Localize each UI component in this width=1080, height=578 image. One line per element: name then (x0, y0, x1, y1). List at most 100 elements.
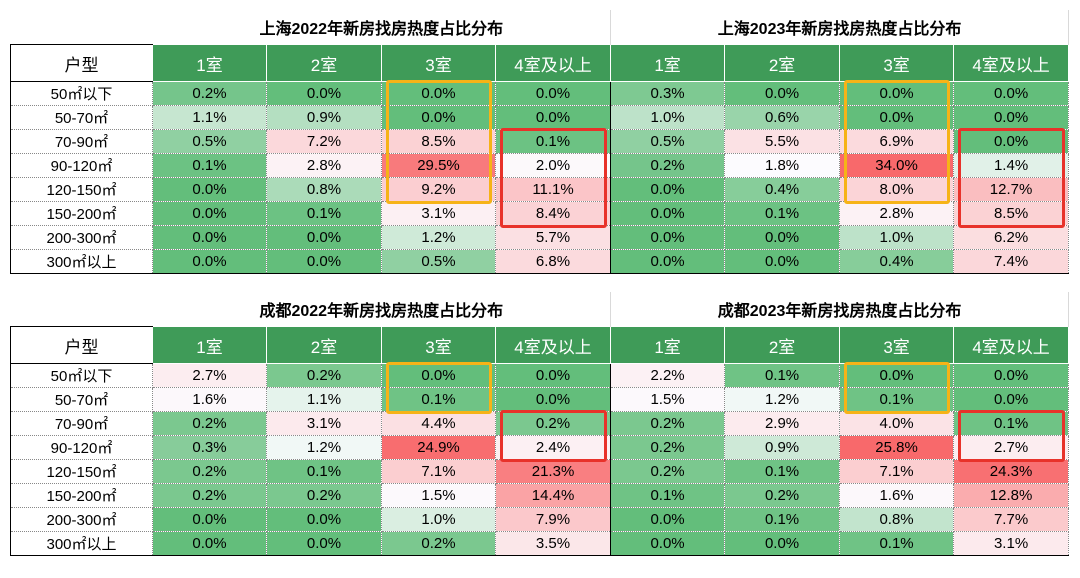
heat-cell: 1.4% (953, 153, 1070, 178)
table-body: 50㎡以下 2.7% 0.2% 0.0% 0.0% 2.2% 0.1% 0.0% 0.0% 50-… (10, 363, 1070, 556)
table-row: 300㎡以上 0.0% 0.0% 0.5% 6.8% 0.0% 0.0% 0.4% 7.4% (10, 249, 1070, 274)
column-header-unit-type: 户型 (10, 44, 153, 82)
row-label: 150-200㎡ (10, 201, 153, 226)
table-row: 50㎡以下 0.2% 0.0% 0.0% 0.0% 0.3% 0.0% 0.0% 0.0% (10, 81, 1070, 106)
table-row: 150-200㎡ 0.2% 0.2% 1.5% 14.4% 0.1% 0.2% 1.6% 12.… (10, 483, 1070, 508)
table-title-right: 上海2023年新房找房热度占比分布 (610, 10, 1070, 45)
heat-cell: 3.1% (266, 411, 382, 436)
heat-cell: 1.8% (724, 153, 841, 178)
heat-cell: 7.1% (381, 459, 496, 484)
heat-cell: 0.0% (494, 105, 612, 130)
column-header: 1室 (152, 326, 267, 364)
column-header: 2室 (266, 326, 382, 364)
title-spacer (10, 292, 153, 327)
row-label: 200-300㎡ (10, 225, 153, 250)
heat-cell: 3.5% (494, 531, 612, 556)
heat-cell: 0.1% (266, 459, 382, 484)
heat-cell: 0.0% (266, 225, 382, 250)
heat-cell: 14.4% (494, 483, 612, 508)
heat-cell: 0.2% (494, 411, 612, 436)
row-label: 50-70㎡ (10, 387, 153, 412)
shanghai-heat-table: 上海2022年新房找房热度占比分布 上海2023年新房找房热度占比分布 户型 1… (10, 10, 1070, 274)
heat-cell: 0.0% (610, 249, 726, 274)
table-title-row: 成都2022年新房找房热度占比分布 成都2023年新房找房热度占比分布 (10, 292, 1070, 327)
heat-cell: 2.0% (494, 153, 612, 178)
heat-cell: 1.2% (724, 387, 841, 412)
heat-cell: 1.2% (266, 435, 382, 460)
heat-cell: 29.5% (381, 153, 496, 178)
heat-cell: 0.2% (610, 411, 726, 436)
heat-cell: 0.0% (610, 201, 726, 226)
heat-cell: 24.3% (953, 459, 1070, 484)
heat-cell: 0.1% (724, 507, 841, 532)
heat-cell: 0.0% (152, 507, 267, 532)
column-header: 2室 (266, 44, 382, 82)
column-header-row: 户型 1室 2室 3室 4室及以上 1室 2室 3室 4室及以上 (10, 44, 1070, 82)
heat-cell: 11.1% (494, 177, 612, 202)
heat-cell: 0.2% (266, 363, 382, 388)
row-label: 150-200㎡ (10, 483, 153, 508)
heat-cell: 0.5% (152, 129, 267, 154)
table-row: 50-70㎡ 1.1% 0.9% 0.0% 0.0% 1.0% 0.6% 0.0% 0.0% (10, 105, 1070, 130)
chengdu-heat-table-block: 成都2022年新房找房热度占比分布 成都2023年新房找房热度占比分布 户型 1… (10, 292, 1070, 556)
table-row: 120-150㎡ 0.0% 0.8% 9.2% 11.1% 0.0% 0.4% 8.0% 12.… (10, 177, 1070, 202)
heat-cell: 0.0% (266, 249, 382, 274)
heat-cell: 0.0% (610, 225, 726, 250)
heat-cell: 0.0% (724, 225, 841, 250)
heat-cell: 0.2% (610, 153, 726, 178)
heat-cell: 1.0% (381, 507, 496, 532)
heat-cell: 0.9% (266, 105, 382, 130)
heat-cell: 0.0% (381, 363, 496, 388)
heat-cell: 3.1% (381, 201, 496, 226)
row-label: 90-120㎡ (10, 435, 153, 460)
column-header: 4室及以上 (953, 44, 1070, 82)
heat-cell: 8.4% (494, 201, 612, 226)
heat-cell: 0.1% (839, 531, 955, 556)
heat-cell: 2.8% (839, 201, 955, 226)
table-title-right: 成都2023年新房找房热度占比分布 (610, 292, 1070, 327)
heat-cell: 0.3% (152, 435, 267, 460)
heat-cell: 0.2% (724, 483, 841, 508)
heat-cell: 25.8% (839, 435, 955, 460)
heat-cell: 5.7% (494, 225, 612, 250)
heat-cell: 0.0% (839, 363, 955, 388)
row-label: 90-120㎡ (10, 153, 153, 178)
heat-cell: 0.6% (724, 105, 841, 130)
table-row: 50㎡以下 2.7% 0.2% 0.0% 0.0% 2.2% 0.1% 0.0% 0.0% (10, 363, 1070, 388)
column-header: 4室及以上 (494, 44, 612, 82)
heat-cell: 0.0% (953, 81, 1070, 106)
heat-cell: 0.0% (953, 387, 1070, 412)
heat-cell: 0.0% (494, 387, 612, 412)
heat-cell: 0.3% (610, 81, 726, 106)
row-label: 300㎡以上 (10, 531, 153, 556)
table-row: 300㎡以上 0.0% 0.0% 0.2% 3.5% 0.0% 0.0% 0.1% 3.1% (10, 531, 1070, 556)
heat-cell: 6.9% (839, 129, 955, 154)
heat-cell: 7.4% (953, 249, 1070, 274)
heat-cell: 1.1% (266, 387, 382, 412)
heat-cell: 1.0% (610, 105, 726, 130)
heat-cell: 0.0% (266, 81, 382, 106)
heat-cell: 0.1% (381, 387, 496, 412)
table-row: 90-120㎡ 0.1% 2.8% 29.5% 2.0% 0.2% 1.8% 34.0% 1.4… (10, 153, 1070, 178)
row-label: 70-90㎡ (10, 411, 153, 436)
column-header: 4室及以上 (953, 326, 1070, 364)
title-spacer (10, 10, 153, 45)
heat-cell: 34.0% (839, 153, 955, 178)
heat-cell: 6.2% (953, 225, 1070, 250)
heat-cell: 2.2% (610, 363, 726, 388)
heat-cell: 0.0% (152, 531, 267, 556)
column-header: 3室 (381, 44, 496, 82)
heat-cell: 9.2% (381, 177, 496, 202)
heat-cell: 0.0% (839, 81, 955, 106)
heat-cell: 0.1% (152, 153, 267, 178)
column-header: 3室 (839, 44, 955, 82)
heat-cell: 3.1% (953, 531, 1070, 556)
table-row: 150-200㎡ 0.0% 0.1% 3.1% 8.4% 0.0% 0.1% 2.8% 8.5% (10, 201, 1070, 226)
heat-cell: 4.4% (381, 411, 496, 436)
heat-cell: 1.6% (152, 387, 267, 412)
column-header-unit-type: 户型 (10, 326, 153, 364)
heat-cell: 0.2% (152, 81, 267, 106)
heat-cell: 0.2% (152, 459, 267, 484)
heat-cell: 0.1% (724, 363, 841, 388)
table-title-row: 上海2022年新房找房热度占比分布 上海2023年新房找房热度占比分布 (10, 10, 1070, 45)
